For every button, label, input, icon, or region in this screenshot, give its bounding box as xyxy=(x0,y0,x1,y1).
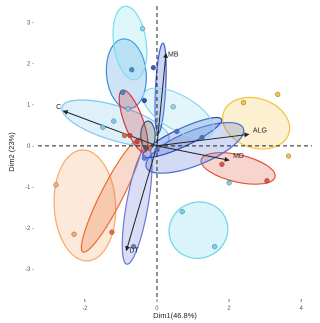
data-point-26 xyxy=(134,139,140,145)
x-tick-label: 0 xyxy=(155,306,159,312)
group-ellipse-11 xyxy=(112,5,148,81)
data-point-22 xyxy=(140,26,146,32)
variable-label-c: C xyxy=(56,104,61,111)
data-points xyxy=(53,26,292,250)
y-axis-title: Dim2 (23%) xyxy=(7,132,16,172)
variable-label-mb: MB xyxy=(168,51,179,58)
variable-arrows xyxy=(62,52,250,252)
data-point-8 xyxy=(109,229,115,235)
y-tick-label: -1 - xyxy=(25,185,34,191)
axis-ticks: -2 0 2 4 3 - 2 - 1 - 0 - -1 - -2 - -3 - xyxy=(25,20,304,312)
data-point-3 xyxy=(286,153,292,159)
data-point-6 xyxy=(53,182,59,188)
data-point-12 xyxy=(179,209,185,215)
reference-lines xyxy=(38,6,312,298)
group-ellipse-15 xyxy=(140,120,156,151)
data-point-20 xyxy=(129,67,135,73)
x-tick-label: 4 xyxy=(300,306,304,312)
data-point-21 xyxy=(120,89,126,95)
variable-label-md: MD xyxy=(233,153,244,160)
data-point-30 xyxy=(143,145,149,151)
x-tick-label: -2 xyxy=(82,306,88,312)
data-point-23 xyxy=(150,65,156,71)
y-tick-label: 0 - xyxy=(27,144,34,150)
data-point-2 xyxy=(275,91,281,97)
data-point-4 xyxy=(219,161,225,167)
data-point-19 xyxy=(141,98,147,104)
arrow-alg xyxy=(156,132,250,147)
data-point-28 xyxy=(111,118,117,124)
group-ellipse-1 xyxy=(222,96,291,150)
variable-labels: ALG MD C DT MB xyxy=(56,51,267,254)
data-point-11 xyxy=(141,155,147,161)
y-tick-label: -3 - xyxy=(25,267,34,273)
y-tick-label: 1 - xyxy=(27,103,34,109)
arrow-mb xyxy=(156,52,169,146)
group-ellipse-8 xyxy=(145,121,245,174)
data-point-29 xyxy=(154,147,160,153)
variable-label-alg: ALG xyxy=(253,127,267,134)
data-point-7 xyxy=(71,231,77,237)
arrow-md xyxy=(156,145,230,162)
data-point-16 xyxy=(125,106,131,112)
x-axis-title: Dim1(46.8%) xyxy=(153,311,197,320)
x-tick-label: 2 xyxy=(227,306,231,312)
data-point-17 xyxy=(174,128,180,134)
data-point-15 xyxy=(100,124,106,130)
data-point-10 xyxy=(130,244,137,250)
data-point-25 xyxy=(127,132,133,139)
variable-label-dt: DT xyxy=(129,248,139,255)
y-tick-label: -2 - xyxy=(25,226,34,232)
group-ellipse-6 xyxy=(168,201,229,259)
data-point-1 xyxy=(240,100,247,106)
group-ellipses xyxy=(53,5,291,265)
y-tick-label: 3 - xyxy=(27,20,34,26)
data-point-14 xyxy=(226,180,232,186)
data-point-24 xyxy=(170,104,176,110)
group-ellipse-2 xyxy=(200,152,276,185)
y-tick-label: 2 - xyxy=(27,62,34,68)
arrow-c xyxy=(62,110,158,147)
data-point-9 xyxy=(121,132,128,139)
arrow-dt xyxy=(125,145,158,252)
data-point-13 xyxy=(212,244,218,250)
data-point-18 xyxy=(199,135,205,141)
group-ellipse-3 xyxy=(53,149,117,262)
data-point-5 xyxy=(264,178,270,184)
